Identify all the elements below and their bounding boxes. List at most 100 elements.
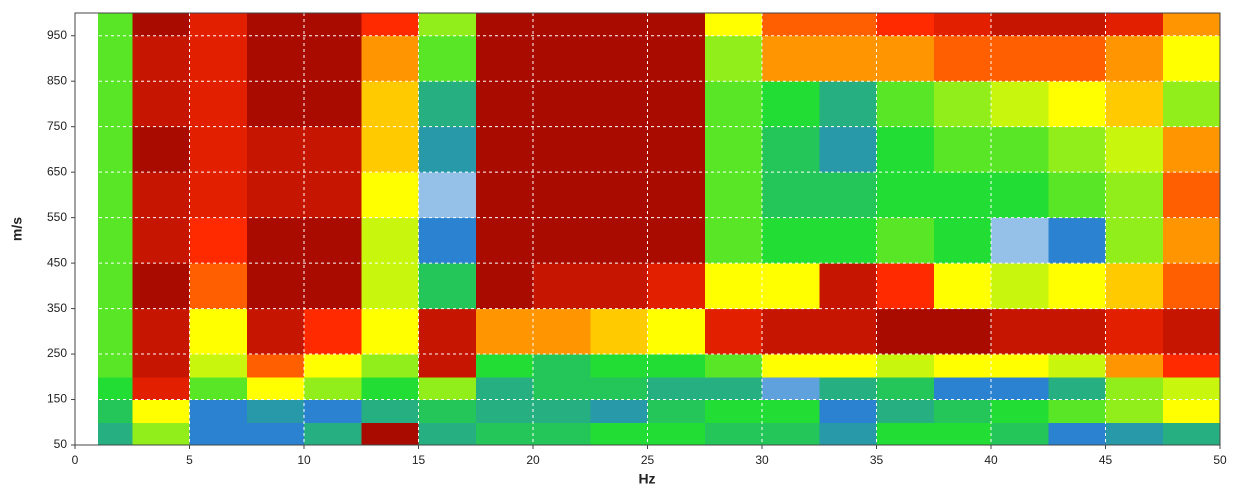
heatmap-cell bbox=[590, 376, 648, 401]
heatmap-cell bbox=[97, 354, 133, 378]
heatmap-cell bbox=[1048, 217, 1106, 264]
x-tick-label: 20 bbox=[526, 453, 540, 467]
heatmap-cell bbox=[1048, 263, 1106, 310]
heatmap-cell bbox=[418, 35, 477, 82]
heatmap-cell bbox=[132, 81, 190, 128]
heatmap-cell bbox=[1162, 217, 1221, 264]
heatmap-cell bbox=[132, 376, 190, 401]
heatmap-cell bbox=[876, 81, 935, 128]
heatmap-cell bbox=[189, 263, 248, 310]
heatmap-cell bbox=[132, 13, 190, 37]
heatmap-cell bbox=[704, 172, 763, 219]
heatmap-cell bbox=[819, 35, 877, 82]
heatmap-cell bbox=[647, 399, 706, 423]
heatmap-cell bbox=[1048, 35, 1106, 82]
heatmap-cell bbox=[418, 217, 477, 264]
heatmap-cells bbox=[97, 13, 1221, 446]
heatmap-cell bbox=[418, 308, 477, 355]
heatmap-cell bbox=[1162, 354, 1221, 378]
x-axis-title: Hz bbox=[638, 471, 655, 487]
heatmap-cell bbox=[991, 354, 1049, 378]
heatmap-cell bbox=[246, 35, 305, 82]
heatmap-cell bbox=[246, 354, 305, 378]
heatmap-cell bbox=[304, 263, 362, 310]
heatmap-cell bbox=[475, 126, 534, 173]
heatmap-cell bbox=[590, 13, 648, 37]
heatmap-cell bbox=[304, 354, 362, 378]
heatmap-cell bbox=[246, 172, 305, 219]
heatmap-cell bbox=[1162, 81, 1221, 128]
heatmap-cell bbox=[246, 422, 305, 446]
heatmap-cell bbox=[361, 35, 419, 82]
heatmap-cell bbox=[361, 399, 419, 423]
heatmap-cell bbox=[991, 13, 1049, 37]
y-tick-label: 50 bbox=[54, 437, 68, 451]
heatmap-cell bbox=[647, 81, 706, 128]
heatmap-cell bbox=[762, 126, 820, 173]
heatmap-cell bbox=[876, 126, 935, 173]
heatmap-cell bbox=[1105, 263, 1164, 310]
heatmap-cell bbox=[361, 13, 419, 37]
heatmap-cell bbox=[1162, 13, 1221, 37]
heatmap-cell bbox=[704, 308, 763, 355]
heatmap-cell bbox=[819, 81, 877, 128]
heatmap-cell bbox=[933, 81, 992, 128]
heatmap-cell bbox=[304, 35, 362, 82]
heatmap-cell bbox=[991, 399, 1049, 423]
y-axis-title: m/s bbox=[9, 217, 25, 241]
heatmap-cell bbox=[1048, 399, 1106, 423]
heatmap-cell bbox=[647, 422, 706, 446]
heatmap-cell bbox=[475, 172, 534, 219]
heatmap-cell bbox=[1162, 399, 1221, 423]
heatmap-cell bbox=[97, 422, 133, 446]
heatmap-cell bbox=[1048, 172, 1106, 219]
heatmap-cell bbox=[246, 376, 305, 401]
heatmap-cell bbox=[762, 354, 820, 378]
heatmap-cell bbox=[475, 376, 534, 401]
heatmap-cell bbox=[97, 81, 133, 128]
heatmap-cell bbox=[1048, 13, 1106, 37]
heatmap-cell bbox=[189, 217, 248, 264]
heatmap-cell bbox=[189, 35, 248, 82]
heatmap-cell bbox=[475, 399, 534, 423]
heatmap-cell bbox=[762, 308, 820, 355]
y-tick-label: 750 bbox=[47, 119, 67, 133]
heatmap-cell bbox=[991, 422, 1049, 446]
heatmap-cell bbox=[533, 422, 591, 446]
heatmap-cell bbox=[933, 376, 992, 401]
heatmap-cell bbox=[933, 422, 992, 446]
heatmap-cell bbox=[132, 308, 190, 355]
heatmap-cell bbox=[590, 263, 648, 310]
heatmap-cell bbox=[97, 376, 133, 401]
heatmap-cell bbox=[991, 308, 1049, 355]
heatmap-cell bbox=[97, 172, 133, 219]
heatmap-cell bbox=[475, 308, 534, 355]
heatmap-cell bbox=[991, 263, 1049, 310]
heatmap-cell bbox=[933, 217, 992, 264]
heatmap-cell bbox=[533, 35, 591, 82]
heatmap-cell bbox=[132, 354, 190, 378]
heatmap-cell bbox=[590, 126, 648, 173]
heatmap-cell bbox=[361, 126, 419, 173]
y-tick-label: 350 bbox=[47, 301, 67, 315]
heatmap-cell bbox=[991, 217, 1049, 264]
heatmap-cell bbox=[304, 376, 362, 401]
y-tick-label: 250 bbox=[47, 346, 67, 360]
heatmap-cell bbox=[704, 422, 763, 446]
heatmap-cell bbox=[1105, 217, 1164, 264]
heatmap-cell bbox=[533, 126, 591, 173]
heatmap-cell bbox=[876, 35, 935, 82]
heatmap-cell bbox=[647, 172, 706, 219]
heatmap-cell bbox=[991, 35, 1049, 82]
heatmap-cell bbox=[132, 399, 190, 423]
heatmap-cell bbox=[418, 399, 477, 423]
heatmap-cell bbox=[876, 13, 935, 37]
heatmap-cell bbox=[418, 172, 477, 219]
heatmap-cell bbox=[97, 217, 133, 264]
heatmap-cell bbox=[1048, 81, 1106, 128]
heatmap-cell bbox=[304, 308, 362, 355]
heatmap-cell bbox=[533, 13, 591, 37]
heatmap-cell bbox=[475, 81, 534, 128]
heatmap-cell bbox=[762, 172, 820, 219]
heatmap-cell bbox=[533, 263, 591, 310]
